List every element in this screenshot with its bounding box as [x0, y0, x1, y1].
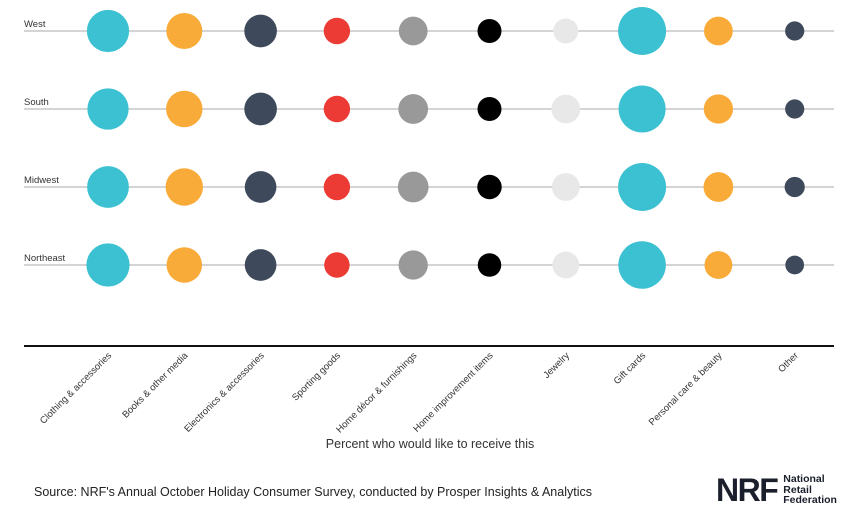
category-label-electronics-accessories: Electronics & accessories	[182, 350, 266, 434]
category-label-sporting-goods: Sporting goods	[290, 350, 343, 403]
bubble-chart: West South Midwest Northeast Clothing & acc…	[24, 7, 834, 436]
logo-line-3: Federation	[783, 494, 837, 507]
logo-text: National Retail Federation	[783, 474, 837, 506]
category-labels: Clothing & accessories Books & other medi…	[38, 350, 801, 436]
bubble-west-home-d-cor-furnishings	[398, 16, 428, 46]
bubble-midwest-personal-care-beauty	[703, 172, 734, 202]
row-label-south: South	[24, 97, 49, 108]
bubble-midwest-other	[784, 176, 805, 198]
category-label-other: Other	[776, 350, 801, 375]
bubble-northeast-sporting-goods	[324, 252, 350, 278]
category-label-home-d-cor-furnishings: Home décor & furnishings	[334, 350, 419, 435]
bubble-northeast-home-improvement-items	[477, 253, 502, 277]
bubble-northeast-other	[785, 255, 805, 275]
category-label-personal-care-beauty: Personal care & beauty	[647, 350, 725, 428]
bubble-northeast-gift-cards	[618, 241, 666, 289]
bubble-northeast-personal-care-beauty	[704, 251, 733, 279]
bubble-south-personal-care-beauty	[703, 94, 734, 124]
bubble-south-gift-cards	[618, 85, 666, 133]
bubble-northeast-home-d-cor-furnishings	[398, 250, 428, 280]
category-label-books-other-media: Books & other media	[120, 350, 191, 421]
bubble-west-sporting-goods	[323, 17, 351, 45]
bubble-midwest-gift-cards	[618, 163, 667, 211]
rows-layer: West South Midwest Northeast	[24, 19, 834, 266]
bubble-midwest-home-improvement-items	[477, 174, 502, 200]
bubble-midwest-sporting-goods	[323, 173, 351, 201]
bubble-northeast-clothing-accessories	[86, 243, 130, 287]
logo-mark: NRF	[716, 472, 779, 508]
bubble-midwest-jewelry	[551, 173, 580, 201]
category-label-gift-cards: Gift cards	[612, 350, 649, 387]
category-label-home-improvement-items: Home improvement items	[411, 350, 495, 434]
bubble-west-electronics-accessories	[244, 14, 277, 48]
bubble-south-sporting-goods	[323, 95, 351, 123]
bubble-west-personal-care-beauty	[704, 16, 733, 46]
bubble-west-home-improvement-items	[477, 19, 502, 43]
nrf-logo: NRF National Retail Federation	[716, 473, 837, 507]
source-note: Source: NRF's Annual October Holiday Con…	[34, 485, 592, 499]
bubble-northeast-electronics-accessories	[244, 249, 277, 281]
bubble-south-home-improvement-items	[477, 97, 502, 121]
row-label-midwest: Midwest	[24, 175, 59, 186]
bubble-northeast-books-other-media	[166, 247, 203, 283]
bubble-south-home-d-cor-furnishings	[398, 94, 429, 124]
bubble-west-books-other-media	[166, 13, 203, 49]
bubble-midwest-books-other-media	[165, 168, 204, 206]
bubble-south-other	[785, 99, 805, 119]
bubble-south-electronics-accessories	[244, 92, 277, 126]
row-label-northeast: Northeast	[24, 253, 66, 264]
bubble-west-other	[785, 21, 805, 41]
bubble-midwest-clothing-accessories	[87, 166, 129, 208]
category-label-jewelry: Jewelry	[541, 350, 572, 381]
bubble-south-books-other-media	[166, 90, 203, 128]
bubble-midwest-home-d-cor-furnishings	[397, 171, 429, 203]
row-label-west: West	[24, 19, 46, 30]
bubble-northeast-jewelry	[552, 251, 580, 279]
bubble-west-gift-cards	[618, 7, 667, 55]
bubble-south-clothing-accessories	[87, 88, 129, 130]
category-label-clothing-accessories: Clothing & accessories	[38, 350, 114, 426]
bubble-south-jewelry	[551, 94, 581, 124]
x-axis-label: Percent who would like to receive this	[325, 437, 535, 451]
bubble-west-jewelry	[553, 18, 579, 44]
logo-line-2: Retail	[783, 483, 812, 496]
bubble-midwest-electronics-accessories	[244, 171, 277, 203]
bubbles-layer	[86, 7, 805, 289]
bubble-west-clothing-accessories	[86, 9, 130, 53]
logo-line-1: National	[783, 473, 825, 486]
